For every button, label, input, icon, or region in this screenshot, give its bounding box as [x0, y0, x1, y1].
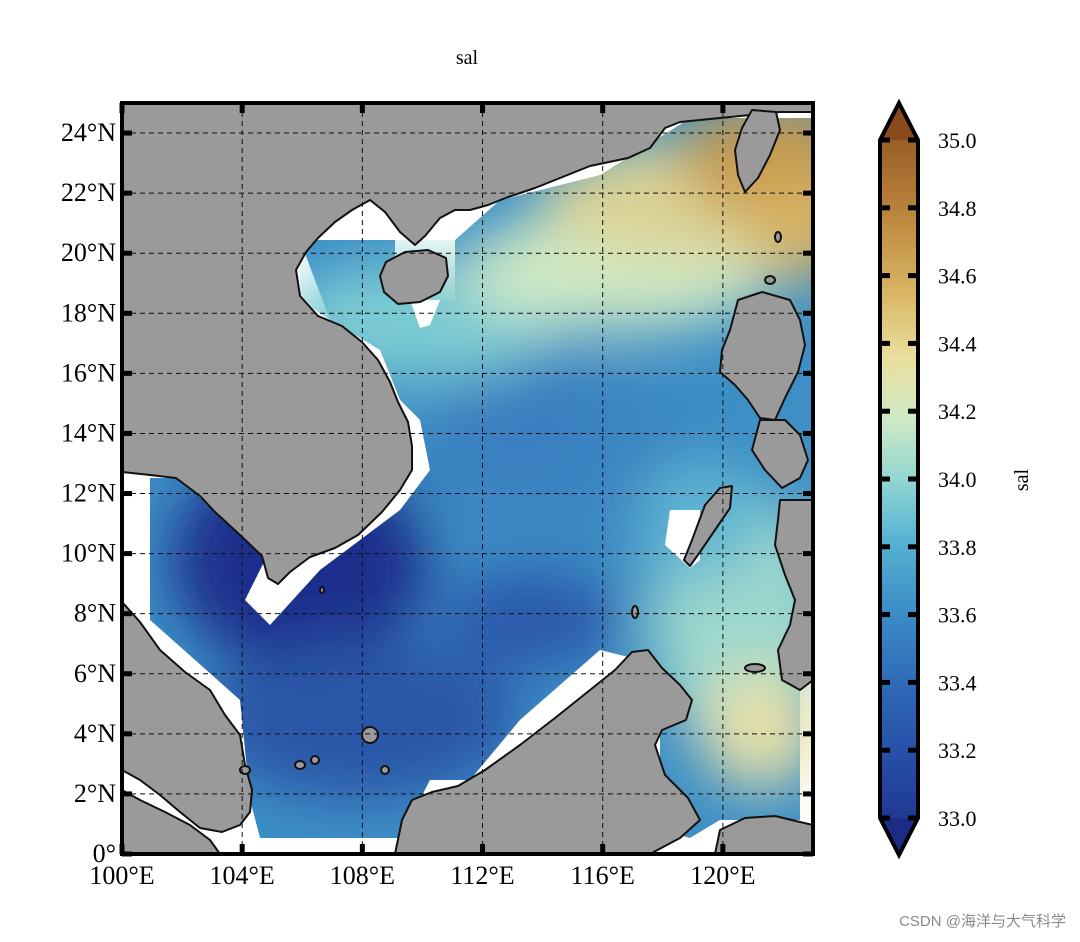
colorbar-label: sal [1011, 468, 1033, 491]
lat-tick-label: 12°N [61, 479, 116, 508]
land-palawan [683, 485, 733, 567]
map-title: sal [456, 47, 479, 69]
colorbar-tick-label: 34.8 [938, 196, 977, 221]
land-island-d [239, 765, 251, 775]
colorbar-extend-top [880, 103, 918, 140]
lat-axis-labels: 0° 2°N 4°N 6°N 8°N 10°N 12°N 14°N 16°N 18°N 20°N 22… [61, 118, 116, 868]
land-sulawesi [714, 815, 813, 854]
colorbar-tick-label: 33.0 [938, 806, 977, 831]
land-island-i [319, 586, 325, 594]
land-hainan [379, 249, 449, 305]
land-natuna [361, 726, 379, 744]
lat-tick-label: 6°N [74, 659, 116, 688]
lat-tick-label: 4°N [74, 719, 116, 748]
land-sumatra [122, 789, 221, 854]
land-island-h [631, 605, 639, 619]
colorbar-extend-bottom [880, 818, 918, 855]
colorbar-tick-label: 33.8 [938, 535, 977, 560]
colorbar-tick-label: 34.6 [938, 264, 977, 289]
lat-tick-label: 16°N [61, 358, 116, 387]
colorbar-tick-label: 34.2 [938, 399, 977, 424]
graticule [122, 103, 813, 854]
land-taiwan [734, 109, 781, 193]
colorbar-tick-label: 33.4 [938, 670, 977, 695]
land-asia-mainland [122, 103, 813, 585]
lon-tick-label: 100°E [89, 861, 154, 890]
land-malay-peninsula [122, 601, 253, 833]
map-frame [120, 101, 815, 856]
colorbar-tick-label: 35.0 [938, 128, 977, 153]
land-island-c [380, 765, 390, 775]
lat-tick-label: 20°N [61, 238, 116, 267]
land-mindanao-visayas [774, 499, 813, 691]
land-island-b [310, 755, 320, 765]
lat-tick-label: 10°N [61, 539, 116, 568]
map-ticks [119, 103, 813, 857]
land-luzon-south [751, 419, 809, 489]
colorbar: 33.0 33.2 33.4 33.6 33.8 34.0 34.2 34.4 34.6 34.8… [878, 98, 1033, 860]
colorbar-tick-label: 34.4 [938, 331, 977, 356]
lat-tick-label: 18°N [61, 298, 116, 327]
land-masses [122, 103, 813, 854]
lat-tick-label: 14°N [61, 418, 116, 447]
map-area [122, 103, 813, 854]
colorbar-tick-label: 34.0 [938, 467, 977, 492]
colorbar-tick-label: 33.6 [938, 603, 977, 628]
lat-tick-label: 0° [93, 839, 116, 868]
lon-tick-label: 112°E [450, 861, 514, 890]
lat-tick-label: 24°N [61, 118, 116, 147]
land-island-e [774, 231, 782, 243]
colorbar-tick-label: 33.2 [938, 738, 977, 763]
watermark: CSDN @海洋与大气科学 [899, 913, 1066, 930]
land-borneo [394, 649, 701, 854]
land-island-a [294, 760, 306, 770]
lat-tick-label: 22°N [61, 178, 116, 207]
lon-tick-label: 108°E [330, 861, 395, 890]
lat-tick-label: 8°N [74, 599, 116, 628]
land-island-f [764, 275, 776, 285]
colorbar-ticks: 33.0 33.2 33.4 33.6 33.8 34.0 34.2 34.4 34.6 34.8… [880, 128, 977, 831]
lon-tick-label: 120°E [690, 861, 755, 890]
colorbar-body [880, 103, 918, 855]
lat-tick-label: 2°N [74, 779, 116, 808]
lon-tick-label: 104°E [210, 861, 275, 890]
lon-axis-labels: 100°E 104°E 108°E 112°E 116°E 120°E [89, 861, 755, 890]
lon-tick-label: 116°E [571, 861, 635, 890]
land-island-g [744, 663, 766, 673]
